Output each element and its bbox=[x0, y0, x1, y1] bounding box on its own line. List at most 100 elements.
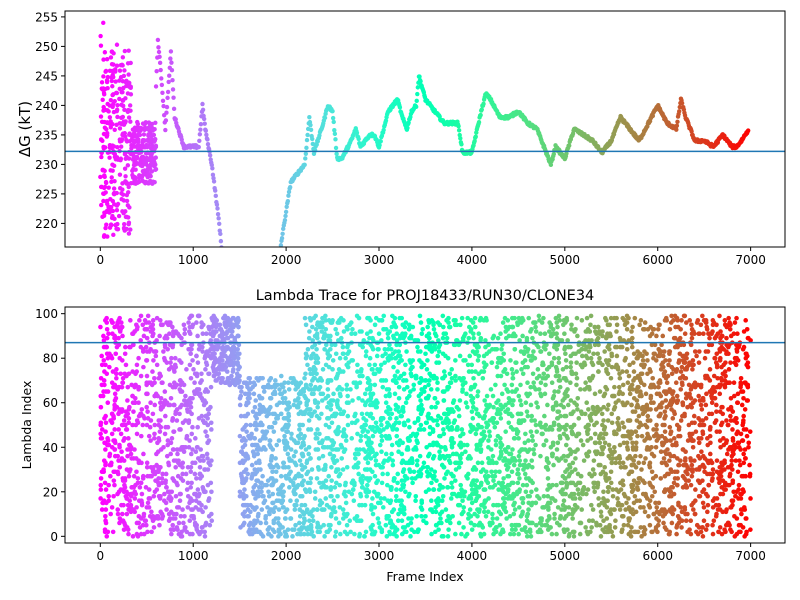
data-point bbox=[625, 380, 631, 385]
data-point bbox=[660, 422, 666, 428]
data-point bbox=[111, 493, 116, 499]
data-point bbox=[104, 198, 110, 204]
data-point bbox=[267, 378, 272, 383]
data-point bbox=[678, 458, 683, 463]
data-point bbox=[408, 534, 413, 539]
data-point bbox=[414, 462, 420, 468]
data-point bbox=[102, 168, 107, 174]
data-point bbox=[130, 422, 135, 428]
data-point bbox=[435, 380, 440, 385]
data-point bbox=[234, 380, 239, 385]
data-point bbox=[651, 351, 657, 357]
data-point bbox=[164, 110, 169, 115]
data-point bbox=[241, 436, 247, 441]
data-point bbox=[284, 429, 289, 434]
data-point bbox=[215, 211, 221, 217]
data-point bbox=[169, 436, 175, 441]
data-point bbox=[219, 367, 225, 372]
data-point bbox=[104, 222, 109, 227]
data-point bbox=[458, 136, 463, 141]
data-point bbox=[150, 318, 156, 323]
data-point bbox=[272, 420, 278, 426]
data-point bbox=[441, 431, 447, 437]
data-point bbox=[252, 436, 258, 441]
data-point bbox=[314, 142, 319, 147]
data-point bbox=[122, 222, 127, 227]
data-point bbox=[113, 371, 119, 377]
data-point bbox=[156, 422, 162, 428]
data-point bbox=[112, 447, 117, 452]
data-point bbox=[117, 172, 123, 177]
data-point bbox=[647, 462, 652, 468]
data-point bbox=[574, 375, 580, 381]
data-point bbox=[142, 125, 147, 131]
data-point bbox=[142, 156, 147, 161]
data-point bbox=[110, 168, 115, 173]
data-point bbox=[696, 416, 701, 421]
data-point bbox=[171, 106, 177, 112]
data-point bbox=[245, 507, 251, 512]
data-point bbox=[166, 79, 171, 85]
data-point bbox=[144, 335, 150, 341]
data-point bbox=[467, 353, 473, 359]
data-point bbox=[624, 369, 630, 374]
data-point bbox=[185, 505, 191, 510]
data-point bbox=[238, 413, 244, 419]
data-point bbox=[394, 416, 399, 421]
data-point bbox=[118, 157, 123, 163]
data-point bbox=[463, 400, 469, 406]
data-point bbox=[403, 378, 409, 383]
data-point bbox=[183, 525, 188, 530]
data-point bbox=[108, 208, 113, 213]
data-point bbox=[185, 480, 191, 486]
data-point bbox=[148, 380, 154, 385]
data-point bbox=[283, 213, 288, 219]
data-point bbox=[106, 204, 111, 209]
data-point bbox=[463, 358, 468, 363]
data-point bbox=[155, 37, 161, 43]
data-point bbox=[481, 509, 487, 515]
data-point bbox=[391, 364, 396, 370]
data-point bbox=[141, 451, 146, 457]
data-point bbox=[170, 522, 176, 528]
data-point bbox=[228, 360, 234, 365]
delta-g-y-axis-label: ΔG (kT) bbox=[16, 101, 34, 157]
data-point bbox=[144, 465, 150, 470]
data-point bbox=[264, 413, 270, 419]
data-point bbox=[126, 231, 132, 236]
data-point bbox=[127, 447, 133, 452]
data-point bbox=[408, 433, 414, 439]
data-point bbox=[310, 136, 315, 142]
data-point bbox=[167, 331, 172, 337]
data-point bbox=[252, 467, 258, 472]
data-point bbox=[678, 387, 684, 392]
data-point bbox=[241, 496, 247, 501]
data-point bbox=[203, 360, 209, 365]
data-point bbox=[510, 447, 515, 452]
data-point bbox=[255, 451, 261, 457]
data-point bbox=[112, 127, 117, 132]
data-point bbox=[145, 500, 151, 506]
data-point bbox=[194, 320, 199, 325]
data-point bbox=[199, 378, 204, 383]
data-point bbox=[278, 531, 283, 537]
data-point bbox=[184, 487, 190, 492]
data-point bbox=[188, 404, 194, 410]
data-point bbox=[157, 429, 163, 434]
data-point bbox=[177, 427, 182, 432]
data-point bbox=[197, 471, 203, 477]
data-point bbox=[679, 318, 684, 323]
data-point bbox=[187, 438, 192, 443]
data-point bbox=[451, 398, 457, 403]
data-point bbox=[157, 60, 163, 66]
data-point bbox=[121, 85, 126, 91]
data-point bbox=[671, 318, 676, 323]
data-point bbox=[105, 389, 111, 394]
data-point bbox=[181, 449, 187, 455]
data-point bbox=[250, 449, 256, 455]
data-point bbox=[103, 429, 108, 434]
data-point bbox=[541, 371, 547, 377]
data-point bbox=[169, 355, 174, 361]
data-point bbox=[102, 318, 108, 323]
data-point bbox=[419, 331, 425, 337]
